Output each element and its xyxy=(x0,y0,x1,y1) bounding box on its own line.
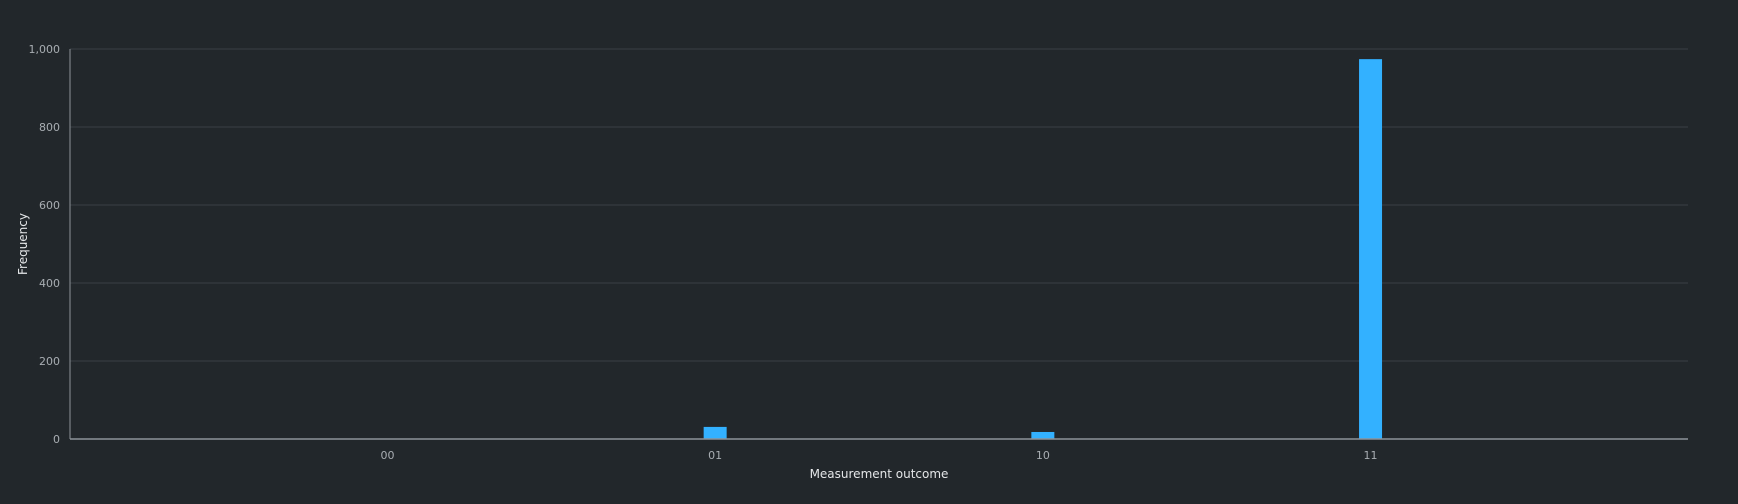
y-tick-label: 0 xyxy=(53,433,60,446)
x-tick-label: 10 xyxy=(1036,449,1050,462)
x-tick-label: 11 xyxy=(1364,449,1378,462)
bar-01 xyxy=(703,426,727,439)
y-axis-title: Frequency xyxy=(16,213,30,275)
y-tick-label: 1,000 xyxy=(29,43,61,56)
x-tick-label: 00 xyxy=(380,449,394,462)
bars xyxy=(375,59,1383,440)
x-tick-labels: 00 01 10 11 xyxy=(380,449,1377,462)
bar-11 xyxy=(1359,59,1383,439)
y-tick-label: 400 xyxy=(39,277,60,290)
y-tick-label: 800 xyxy=(39,121,60,134)
y-tick-labels: 0 200 400 600 800 1,000 xyxy=(29,43,61,446)
axes xyxy=(69,49,1688,440)
grid-lines xyxy=(70,48,1688,362)
bar-10 xyxy=(1031,431,1055,439)
x-axis-title: Measurement outcome xyxy=(810,467,949,481)
y-tick-label: 200 xyxy=(39,355,60,368)
x-tick-label: 01 xyxy=(708,449,722,462)
y-tick-label: 600 xyxy=(39,199,60,212)
